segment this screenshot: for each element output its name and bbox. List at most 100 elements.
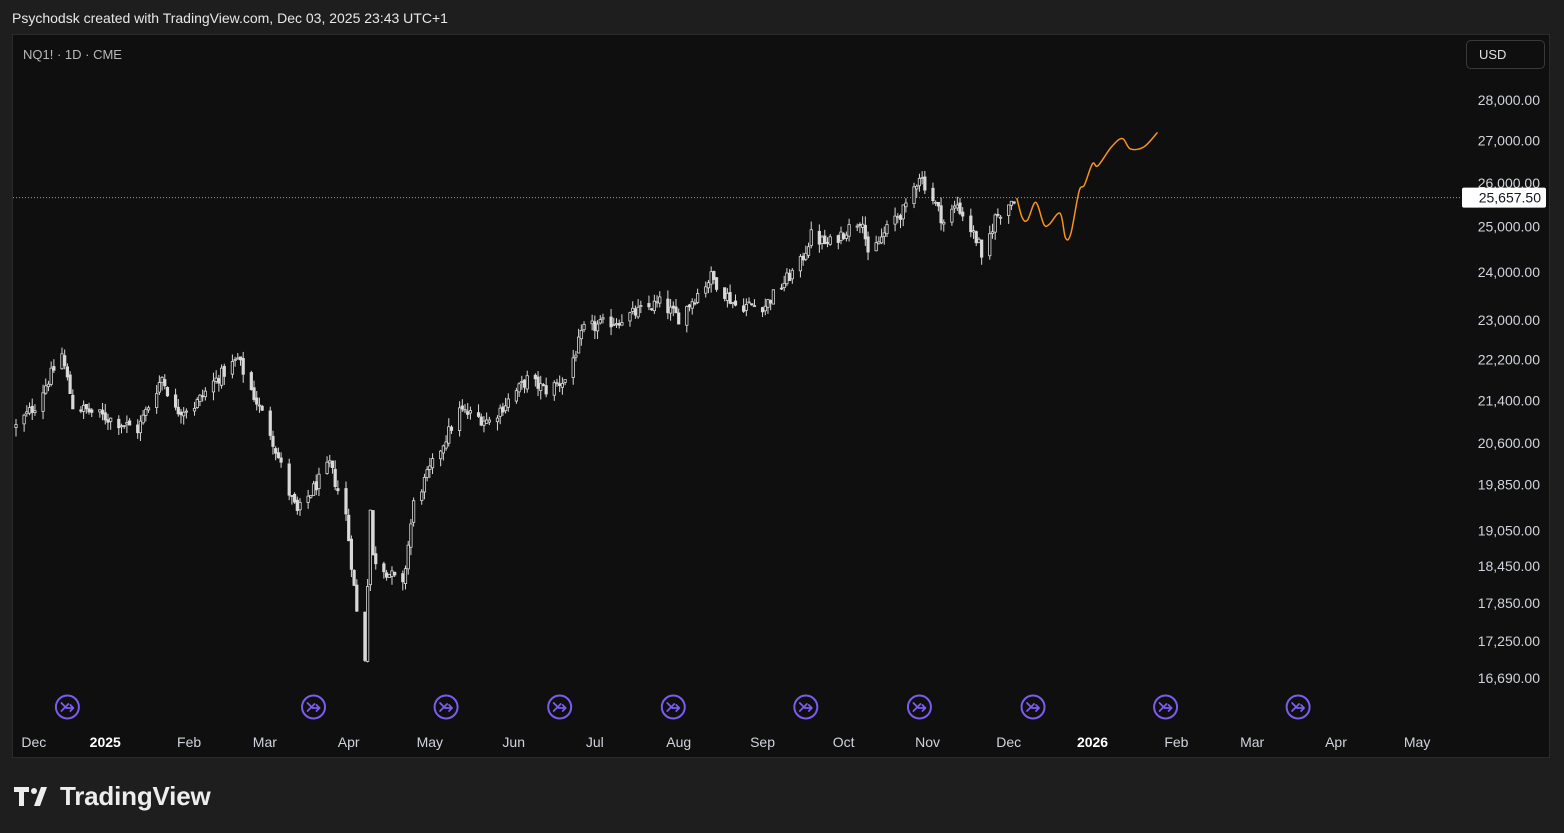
candle-body <box>647 303 651 308</box>
candle-body <box>798 256 803 272</box>
candle-body <box>252 387 256 400</box>
event-marker-icon[interactable] <box>793 694 819 720</box>
candle-body <box>696 293 700 303</box>
candle-body <box>328 460 332 464</box>
candle-body <box>942 221 946 225</box>
event-marker-icon[interactable] <box>660 694 686 720</box>
candle-body <box>855 225 859 228</box>
candle-body <box>87 408 91 413</box>
candle-body <box>712 271 716 280</box>
candle-body <box>349 538 354 570</box>
event-marker-icon[interactable] <box>1020 694 1046 720</box>
candle-body <box>582 323 586 331</box>
tradingview-brand[interactable]: TradingView <box>14 779 211 813</box>
candle-body <box>176 406 180 415</box>
candle-body <box>125 422 129 425</box>
candle-body <box>82 404 86 412</box>
candle-body <box>517 383 521 393</box>
chart-credit: Psychodsk created with TradingView.com, … <box>12 10 448 26</box>
candle-body <box>46 383 51 388</box>
candle-body <box>60 353 64 370</box>
candle-body <box>917 177 922 187</box>
candle-body <box>839 231 843 242</box>
candle-body <box>769 300 773 304</box>
candle-body <box>742 305 746 312</box>
candle-body <box>109 417 113 422</box>
event-marker-icon[interactable] <box>1153 694 1179 720</box>
candle-body <box>874 242 878 252</box>
candle-body <box>915 185 919 190</box>
candle-body <box>249 372 253 390</box>
time-tick-label: Apr <box>1325 734 1347 750</box>
candle-body <box>763 305 767 312</box>
candle-body <box>904 202 908 208</box>
candle-body <box>30 405 34 413</box>
candle-body <box>276 452 280 459</box>
candle-body <box>847 224 851 237</box>
candle-body <box>384 572 389 578</box>
projection-line <box>1016 131 1159 241</box>
candle-body <box>325 461 329 474</box>
price-axis[interactable]: 28,000.00 27,000.00 26,000.00 25,000.00 24,0… <box>1478 92 1540 686</box>
candle-body <box>98 409 102 413</box>
candle-body <box>138 420 143 434</box>
candle-body <box>685 306 689 326</box>
candle-body <box>609 316 613 328</box>
candle-body <box>65 366 69 378</box>
candle-body <box>993 214 997 233</box>
candle-body <box>823 235 827 245</box>
candle-body <box>725 292 729 301</box>
time-axis[interactable]: Dec 2025 Feb Mar Apr May Jun Jul Aug Sep Oct Nov Dec… <box>21 734 1430 750</box>
candle-body <box>866 236 870 253</box>
candle-body <box>214 377 218 382</box>
symbol-label: NQ1! · 1D · CME <box>23 47 122 62</box>
candle-body <box>144 408 148 416</box>
candle-body <box>950 208 954 223</box>
event-marker-icon[interactable] <box>301 694 327 720</box>
candle-body <box>885 224 889 235</box>
candle-body <box>709 271 713 285</box>
chart-area[interactable]: 28,000.00 27,000.00 26,000.00 25,000.00 24,0… <box>12 34 1550 758</box>
candle-body <box>782 282 786 289</box>
candle-body <box>593 321 597 331</box>
currency-button[interactable]: USD <box>1466 40 1545 69</box>
candle-body <box>990 231 995 234</box>
event-marker-icon[interactable] <box>1285 694 1311 720</box>
candle-body <box>287 463 291 496</box>
time-tick-label: May <box>1404 734 1430 750</box>
candle-body <box>173 394 178 408</box>
candle-body <box>71 394 75 410</box>
candle-body <box>525 375 529 390</box>
candle-body <box>458 407 462 431</box>
last-price-label-layer: 25,657.50 <box>1462 187 1546 208</box>
candle-body <box>779 287 784 290</box>
event-marker-icon[interactable] <box>54 694 80 720</box>
time-tick-label: Feb <box>1164 734 1188 750</box>
candle-body <box>476 412 481 417</box>
event-marker-icon[interactable] <box>906 694 932 720</box>
candle-body <box>595 323 600 332</box>
candle-body <box>790 269 794 280</box>
event-marker-icon[interactable] <box>433 694 459 720</box>
candle-body <box>503 405 508 412</box>
candle-body <box>844 234 849 239</box>
candle-body <box>374 553 378 565</box>
price-tick-label: 17,250.00 <box>1478 633 1540 649</box>
candle-body <box>182 411 186 417</box>
candle-body <box>106 419 110 423</box>
candle-body <box>574 354 578 358</box>
time-tick-label: Oct <box>833 734 855 750</box>
event-marker-icon[interactable] <box>547 694 573 720</box>
candle-body <box>422 476 427 493</box>
event-markers-layer[interactable] <box>54 694 1311 720</box>
price-tick-label: 24,000.00 <box>1478 264 1540 280</box>
candle-body <box>988 233 992 257</box>
candle-body <box>230 361 234 375</box>
price-tick-label: 20,600.00 <box>1478 435 1540 451</box>
time-tick-label: Dec <box>21 734 46 750</box>
candle-body <box>747 301 751 304</box>
candle-body <box>179 411 183 416</box>
price-chart[interactable]: 28,000.00 27,000.00 26,000.00 25,000.00 24,0… <box>13 35 1551 759</box>
candle-body <box>752 305 757 308</box>
candle-body <box>714 277 719 290</box>
